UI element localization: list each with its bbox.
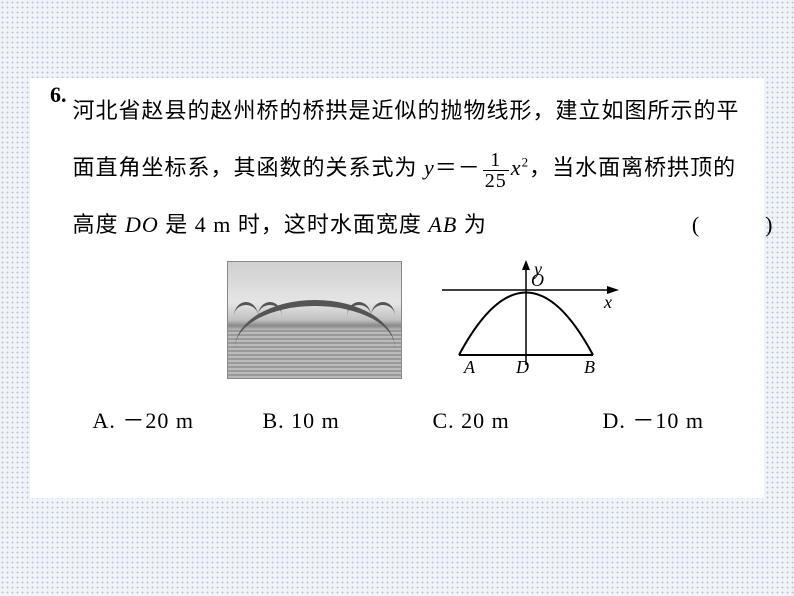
exponent: 2 <box>522 155 530 170</box>
var-x: x <box>511 155 522 180</box>
options-row: A. －20 m B. 10 m C. 20 m D. －10 m <box>73 392 773 449</box>
answer-parenthesis: ( ) <box>692 196 773 253</box>
var-DO: DO <box>125 212 159 237</box>
text-line-2: 面直角坐标系，其函数的关系式为 y＝－125x2，当水面离桥拱顶的 <box>73 139 773 196</box>
label-A: A <box>463 357 476 377</box>
label-O: O <box>531 270 545 290</box>
fraction: 125 <box>483 150 509 191</box>
parabola-diagram: y x O A D B <box>434 260 619 380</box>
option-d[interactable]: D. －10 m <box>603 392 773 449</box>
problem-content: 6. 河北省赵县的赵州桥的桥拱是近似的抛物线形，建立如图所示的平 面直角坐标系，… <box>30 78 764 498</box>
text-line-3: 高度 DO 是 4 m 时，这时水面宽度 AB 为 ( ) <box>73 196 773 253</box>
label-D: D <box>515 357 530 377</box>
label-B: B <box>584 357 596 377</box>
problem-text: 河北省赵县的赵州桥的桥拱是近似的抛物线形，建立如图所示的平 面直角坐标系，其函数… <box>73 82 773 449</box>
option-b[interactable]: B. 10 m <box>263 392 433 449</box>
problem-row: 6. 河北省赵县的赵州桥的桥拱是近似的抛物线形，建立如图所示的平 面直角坐标系，… <box>50 82 744 449</box>
problem-number: 6. <box>50 82 67 108</box>
option-c[interactable]: C. 20 m <box>433 392 603 449</box>
label-x: x <box>603 292 613 312</box>
bridge-photo <box>227 261 402 379</box>
text-line-1: 河北省赵县的赵州桥的桥拱是近似的抛物线形，建立如图所示的平 <box>73 82 773 139</box>
figures-row: y x O A D B <box>73 260 773 380</box>
line3-main: 高度 DO 是 4 m 时，这时水面宽度 AB 为 <box>73 196 487 253</box>
var-y: y <box>424 155 435 180</box>
var-AB: AB <box>428 212 457 237</box>
option-a[interactable]: A. －20 m <box>93 392 263 449</box>
